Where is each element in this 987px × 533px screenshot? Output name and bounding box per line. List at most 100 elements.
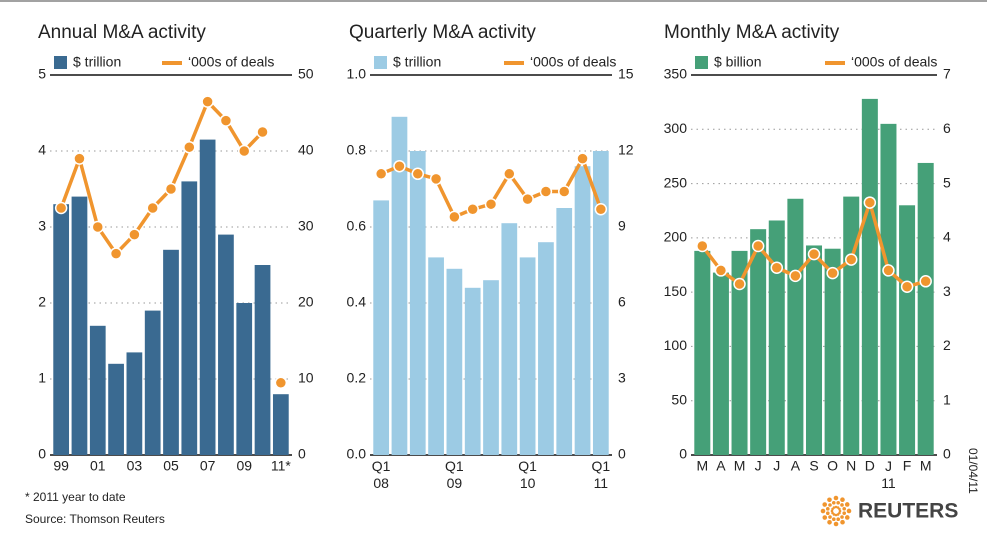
chart-title: Monthly M&A activity: [664, 22, 840, 43]
bar: [373, 200, 390, 455]
point: [882, 264, 895, 277]
bar: [750, 229, 767, 455]
logo-dot: [840, 515, 844, 519]
logo-dot: [827, 519, 832, 525]
x-tick-label-line: 11: [594, 475, 609, 491]
y-tick-label: 350: [664, 66, 688, 82]
y2-tick-label: 3: [943, 283, 951, 299]
logo-dot: [825, 511, 830, 516]
point: [770, 261, 784, 274]
x-tick-label: Q1 10: [518, 458, 537, 491]
point: [807, 247, 821, 261]
bar: [694, 250, 711, 455]
bar: [391, 116, 408, 456]
x-tick-label: 03: [127, 458, 143, 474]
x-tick-label: J: [773, 458, 780, 474]
x-tick-label-line: 09: [447, 475, 463, 491]
logo-dot: [840, 519, 845, 525]
y2-tick-label: 3: [618, 370, 626, 386]
point: [429, 172, 443, 186]
y2-tick-label: 6: [943, 120, 951, 136]
logo-dot: [830, 509, 834, 513]
logo-dot: [836, 513, 840, 516]
x-tick-label: M: [696, 458, 708, 474]
point: [73, 152, 86, 165]
x-tick-label: 01: [90, 458, 106, 474]
point: [576, 152, 589, 165]
source: Source: Thomson Reuters: [25, 512, 165, 526]
logo-dot: [825, 507, 830, 511]
legend-label: $ billion: [714, 54, 761, 70]
bar: [181, 181, 198, 455]
bar: [917, 162, 934, 455]
point: [109, 247, 123, 260]
logo-dot: [831, 511, 834, 515]
x-tick-label-line: Q1: [592, 458, 611, 474]
logo-dot: [840, 503, 844, 507]
x-tick-label: Q1 11: [592, 458, 611, 491]
logo-dot: [833, 495, 839, 501]
bar: [163, 249, 179, 455]
bar: [446, 268, 463, 455]
y2-tick-label: 6: [618, 294, 626, 310]
legend-swatch: [695, 56, 708, 69]
point: [503, 167, 516, 181]
bar: [126, 352, 143, 455]
point: [128, 228, 141, 241]
y-tick-label: 0.6: [347, 218, 367, 234]
y-tick-label: 0.2: [347, 370, 367, 386]
point: [183, 140, 196, 154]
y-tick-label: 0.8: [347, 142, 367, 158]
point: [448, 210, 461, 224]
bar: [861, 98, 878, 455]
bar: [428, 257, 444, 455]
y2-tick-label: 0: [943, 446, 951, 462]
bar: [787, 198, 804, 455]
y-tick-label: 100: [664, 337, 688, 353]
point: [557, 185, 571, 198]
y2-tick-label: 0: [618, 446, 626, 462]
logo-dot: [842, 511, 847, 515]
x-tick-label-line: 08: [373, 475, 389, 491]
logo-dot: [831, 500, 836, 505]
x-tick-label-line: Q1: [518, 458, 537, 474]
bar: [464, 287, 481, 455]
logo-dot: [828, 515, 832, 519]
bar: [712, 272, 729, 455]
point: [274, 376, 288, 390]
point: [411, 167, 425, 181]
y-tick-label: 1.0: [347, 66, 367, 82]
bar: [556, 208, 573, 455]
bar: [483, 280, 499, 455]
point: [789, 269, 802, 283]
x-tick-label: J: [755, 458, 762, 474]
point: [146, 201, 159, 215]
x-tick-label: 11*: [271, 458, 292, 474]
x-tick-label: Q1 08: [372, 458, 391, 491]
logo-dot: [834, 513, 838, 517]
bar: [199, 139, 216, 455]
logo-dot: [828, 503, 832, 507]
y2-tick-label: 4: [943, 229, 951, 245]
legend-label: ‘000s of deals: [851, 54, 937, 70]
y-tick-label: 0.0: [347, 446, 367, 462]
y-tick-label: 0.4: [347, 294, 367, 310]
x-tick-label: Q1 09: [445, 458, 464, 491]
bar: [53, 204, 70, 455]
chart-title: Quarterly M&A activity: [349, 22, 536, 43]
logo-dot: [822, 515, 828, 520]
point: [256, 125, 269, 139]
y-tick-label: 5: [38, 66, 46, 82]
bar: [71, 196, 88, 455]
bar: [272, 394, 289, 455]
y-tick-label: 300: [664, 120, 688, 136]
legend-label: $ trillion: [393, 54, 441, 70]
y-tick-label: 2: [38, 294, 46, 310]
x-tick-label: 07: [200, 458, 216, 474]
point: [237, 144, 251, 158]
point: [594, 203, 608, 216]
x-tick-label: O: [827, 458, 838, 474]
bar: [768, 220, 785, 455]
x-tick-label: A: [716, 458, 726, 474]
bar: [843, 196, 860, 455]
